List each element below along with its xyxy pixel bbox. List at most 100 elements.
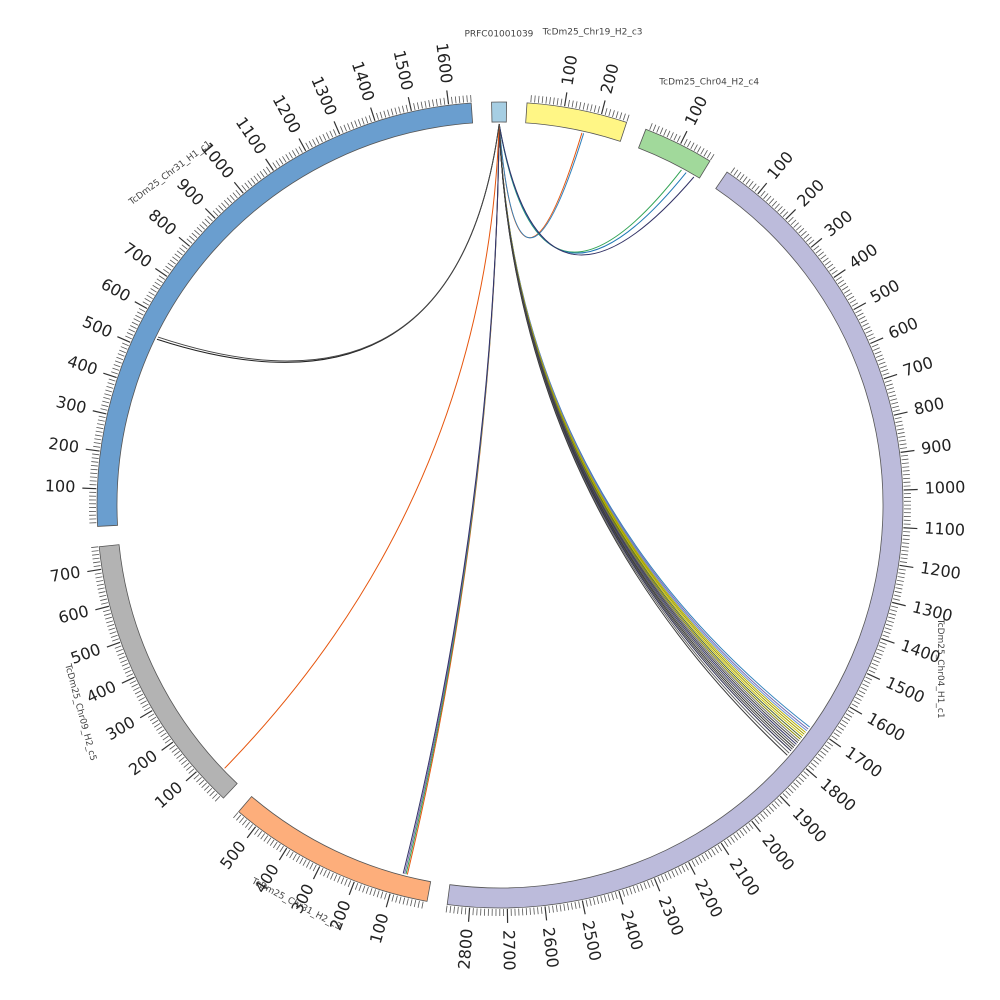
minor-tick — [736, 832, 742, 839]
minor-tick — [711, 848, 716, 856]
minor-tick — [877, 358, 885, 362]
minor-tick — [570, 902, 573, 910]
minor-tick — [871, 343, 879, 348]
minor-tick — [839, 722, 847, 728]
minor-tick — [458, 95, 461, 104]
minor-tick — [643, 882, 647, 890]
tick-label: 500 — [68, 640, 103, 668]
tick-label: 2000 — [758, 831, 798, 875]
minor-tick — [95, 576, 103, 579]
tick-label: 600 — [56, 601, 90, 627]
major-tick — [810, 237, 823, 248]
major-tick — [467, 907, 471, 922]
minor-tick — [853, 700, 860, 705]
minor-tick — [891, 402, 899, 405]
minor-tick — [247, 180, 253, 187]
minor-tick — [186, 238, 193, 244]
minor-tick — [125, 335, 132, 340]
minor-tick — [837, 726, 844, 731]
minor-tick — [795, 225, 802, 231]
minor-tick — [344, 878, 348, 886]
minor-tick — [201, 221, 208, 227]
minor-tick — [895, 420, 903, 423]
minor-tick — [113, 364, 121, 368]
minor-tick — [548, 905, 551, 914]
minor-tick — [164, 738, 171, 744]
segment-C04H1c1 — [446, 171, 904, 909]
minor-tick — [902, 466, 910, 468]
minor-tick — [226, 197, 233, 204]
major-tick — [233, 181, 244, 194]
segment-label-C04H1c1: TcDm25_Chr04_H1_c1 — [935, 618, 945, 719]
minor-tick — [158, 275, 166, 280]
minor-tick — [754, 185, 760, 192]
tick-label: 1100 — [232, 113, 271, 157]
minor-tick — [882, 372, 890, 376]
minor-tick — [884, 627, 892, 631]
major-tick — [805, 768, 818, 779]
minor-tick — [793, 222, 799, 228]
tick-label: 100 — [44, 476, 75, 496]
minor-tick — [748, 181, 754, 188]
major-tick — [866, 673, 881, 680]
minor-tick — [858, 690, 866, 695]
minor-tick — [398, 896, 402, 904]
minor-tick — [176, 753, 183, 759]
link-C04H1c1 — [498, 123, 795, 749]
minor-tick — [824, 744, 831, 750]
tick-label: 900 — [920, 435, 953, 458]
minor-tick — [461, 907, 463, 915]
minor-tick — [733, 169, 739, 176]
minor-tick — [319, 868, 324, 875]
minor-tick — [835, 276, 842, 281]
minor-tick — [890, 398, 898, 401]
minor-tick — [138, 697, 145, 702]
major-tick — [95, 605, 110, 611]
minor-tick — [849, 299, 857, 304]
minor-tick — [239, 817, 245, 824]
minor-tick — [470, 95, 472, 103]
link-C31H2c3 — [402, 123, 500, 874]
minor-tick — [330, 872, 334, 880]
minor-tick — [871, 662, 879, 667]
minor-tick — [319, 135, 323, 143]
minor-tick — [897, 576, 905, 579]
minor-tick — [549, 97, 551, 105]
major-tick — [161, 741, 174, 751]
minor-tick — [156, 278, 163, 283]
minor-tick — [262, 168, 268, 176]
minor-tick — [379, 111, 383, 119]
minor-tick — [827, 263, 834, 269]
minor-tick — [652, 124, 657, 132]
minor-tick — [136, 693, 144, 698]
minor-tick — [140, 700, 147, 705]
minor-tick — [99, 594, 107, 598]
link-C04H2c4 — [498, 123, 695, 256]
minor-tick — [574, 901, 577, 909]
tick-label: 200 — [597, 61, 623, 95]
minor-tick — [708, 850, 713, 858]
minor-tick — [337, 875, 341, 883]
minor-tick — [394, 107, 398, 115]
minor-tick — [899, 561, 908, 563]
minor-tick — [704, 852, 710, 860]
minor-tick — [790, 219, 797, 226]
minor-tick — [632, 886, 636, 894]
major-tick — [785, 209, 797, 220]
minor-tick — [717, 844, 723, 852]
minor-tick — [291, 150, 297, 157]
minor-tick — [198, 779, 205, 786]
minor-tick — [863, 326, 871, 331]
major-tick — [757, 182, 768, 195]
major-tick — [853, 302, 867, 311]
ticks-layer — [82, 90, 918, 923]
minor-tick — [295, 855, 301, 863]
major-tick — [900, 449, 915, 453]
minor-tick — [420, 101, 423, 109]
minor-tick — [174, 253, 181, 259]
minor-tick — [121, 663, 129, 667]
minor-tick — [462, 95, 464, 103]
segment-C04H2c4 — [638, 128, 711, 179]
link-C04H1c1 — [498, 123, 788, 756]
major-tick — [883, 373, 898, 380]
